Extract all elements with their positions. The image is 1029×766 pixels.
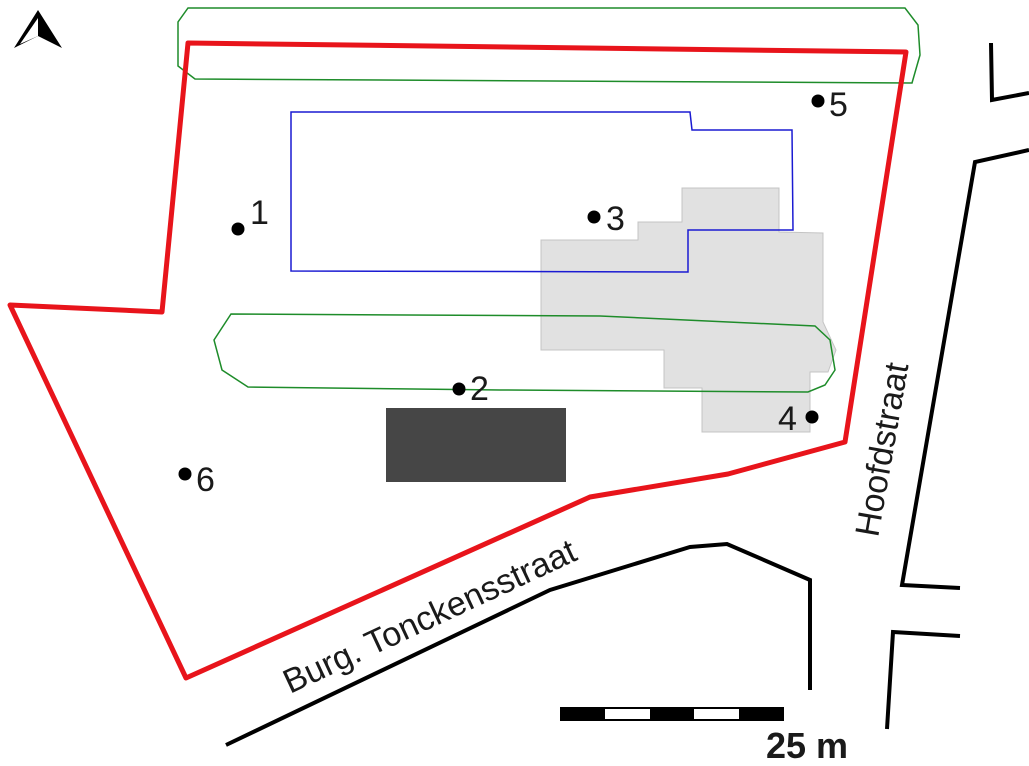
point-4: 4 (778, 400, 819, 438)
point-3: 3 (587, 200, 625, 238)
green-zone-top (177, 7, 921, 84)
scale-bar: 25 m (560, 707, 848, 766)
road-edges (225, 42, 1029, 747)
street-label-hoofdstraat: Hoofdstraat (848, 359, 916, 539)
dark-building (386, 408, 566, 482)
point-label: 4 (778, 400, 797, 438)
point-label: 2 (470, 370, 489, 408)
point-label: 6 (196, 461, 215, 499)
point-label: 3 (606, 200, 625, 238)
point-2: 2 (452, 370, 489, 408)
north-arrow-icon (14, 10, 62, 48)
site-boundary (7, 40, 909, 681)
blue-zone-outline (290, 111, 794, 273)
point-5: 5 (811, 86, 848, 124)
existing-building (540, 187, 837, 433)
point-6: 6 (178, 461, 215, 499)
scale-label: 25 m (766, 725, 848, 766)
point-label: 5 (829, 86, 848, 124)
green-zone-middle (213, 313, 836, 393)
point-1: 1 (231, 194, 269, 236)
point-label: 1 (250, 194, 269, 232)
